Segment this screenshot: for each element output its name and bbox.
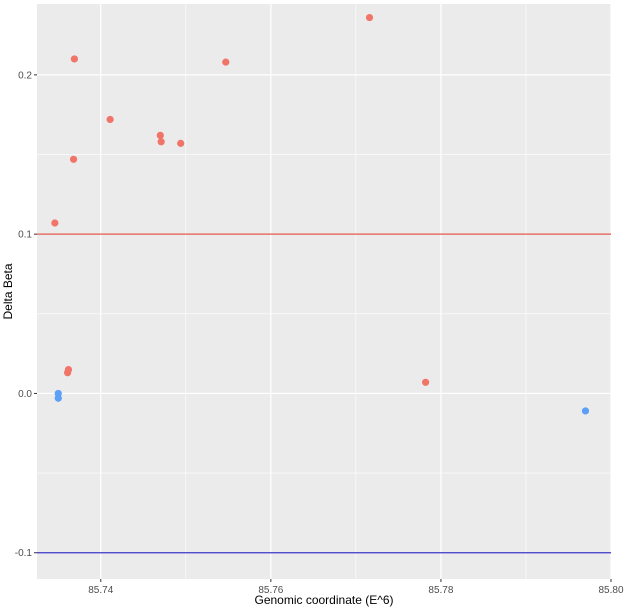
plot-panel (37, 4, 611, 579)
data-point-negative (54, 394, 62, 402)
data-point-positive (365, 13, 374, 22)
x-axis-ticks: 85.74 85.76 85.78 85.80 (88, 579, 624, 596)
y-tick-label: 0.1 (18, 230, 32, 241)
y-tick-label: 0.2 (18, 70, 32, 81)
y-tick-label: 0.0 (18, 389, 32, 400)
data-point-positive (106, 115, 114, 124)
data-point-positive (64, 365, 73, 374)
x-tick-label: 85.76 (258, 585, 283, 596)
minor-gridlines (37, 4, 611, 579)
y-axis-ticks: -0.1 0.0 0.1 0.2 (15, 70, 37, 559)
reference-lines (37, 233, 611, 554)
data-point-positive (177, 139, 185, 147)
x-tick-label: 85.80 (598, 585, 623, 596)
x-axis-label: Genomic coordinate (E^6) (254, 593, 393, 607)
y-tick-label: -0.1 (15, 548, 33, 559)
data-point-positive (157, 138, 165, 146)
data-points (51, 13, 590, 415)
data-point-positive (422, 378, 430, 386)
data-point-positive (51, 219, 59, 227)
data-point-positive (156, 131, 164, 140)
data-point-positive (70, 55, 79, 63)
data-point-positive (69, 155, 78, 163)
x-tick-label: 85.78 (428, 585, 453, 596)
data-point-positive (222, 58, 230, 66)
data-point-negative (581, 407, 590, 415)
y-axis-label: Delta Beta (1, 263, 15, 319)
x-tick-label: 85.74 (88, 585, 113, 596)
